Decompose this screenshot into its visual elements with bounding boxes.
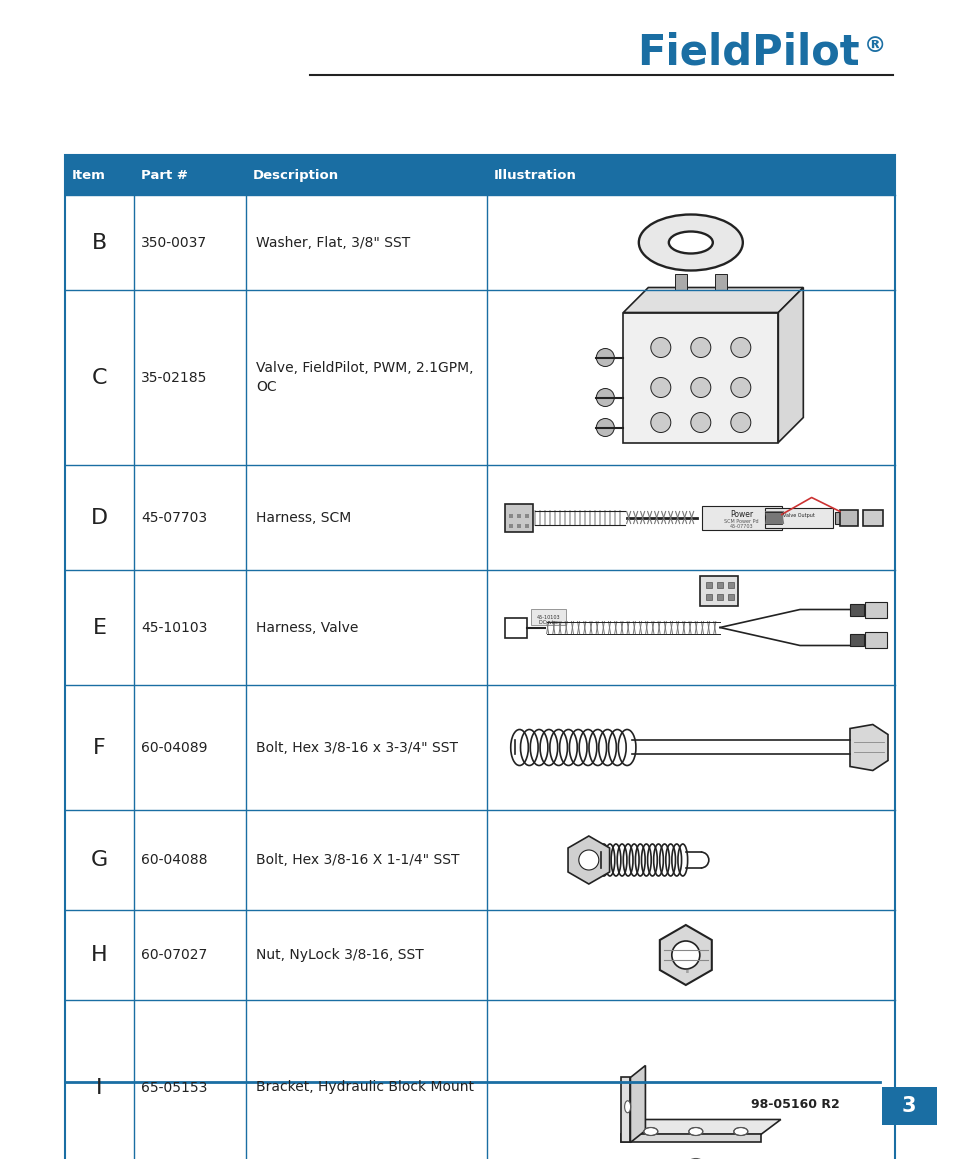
Text: 98-05160 R2: 98-05160 R2 — [750, 1099, 840, 1111]
Polygon shape — [630, 1065, 645, 1143]
Ellipse shape — [624, 1101, 630, 1113]
Polygon shape — [620, 1120, 780, 1135]
Text: DC wire: DC wire — [538, 620, 558, 625]
Polygon shape — [849, 724, 887, 771]
Bar — [849, 634, 863, 646]
Text: Washer, Flat, 3/8" SST: Washer, Flat, 3/8" SST — [255, 235, 410, 249]
Bar — [65, 155, 894, 195]
Text: Illustration: Illustration — [493, 168, 576, 182]
Text: D: D — [91, 508, 108, 527]
Text: Bracket, Hydraulic Block Mount: Bracket, Hydraulic Block Mount — [255, 1080, 474, 1094]
Text: 45-07703: 45-07703 — [729, 524, 753, 529]
Circle shape — [578, 850, 598, 870]
Bar — [508, 513, 512, 518]
Text: Valve, FieldPilot, PWM, 2.1GPM,
OC: Valve, FieldPilot, PWM, 2.1GPM, OC — [255, 360, 473, 394]
Bar — [504, 618, 526, 637]
Text: 60-04089: 60-04089 — [141, 741, 207, 755]
Circle shape — [671, 941, 700, 969]
Circle shape — [596, 388, 614, 407]
Text: 45-07703: 45-07703 — [141, 510, 207, 525]
Text: Harness, SCM: Harness, SCM — [255, 510, 351, 525]
Bar — [714, 274, 726, 290]
Circle shape — [730, 413, 750, 432]
Text: 45-10103: 45-10103 — [537, 615, 559, 620]
Bar — [700, 576, 738, 605]
Circle shape — [650, 337, 670, 357]
Bar — [882, 1087, 936, 1125]
Circle shape — [730, 378, 750, 398]
Bar — [849, 604, 863, 615]
Circle shape — [690, 413, 710, 432]
Text: Bolt, Hex 3/8-16 X 1-1/4" SST: Bolt, Hex 3/8-16 X 1-1/4" SST — [255, 853, 459, 867]
Bar — [727, 593, 733, 599]
Text: Valve Output: Valve Output — [782, 513, 814, 518]
Bar — [524, 524, 528, 527]
Text: Power: Power — [729, 510, 753, 519]
Bar — [840, 510, 857, 525]
Ellipse shape — [733, 1128, 747, 1136]
Circle shape — [730, 337, 750, 357]
Polygon shape — [620, 1078, 630, 1143]
Text: FieldPilot: FieldPilot — [637, 31, 859, 73]
Text: SCM Power Pd: SCM Power Pd — [723, 519, 759, 524]
Bar — [727, 582, 733, 588]
Circle shape — [596, 418, 614, 437]
Text: 60-07027: 60-07027 — [141, 948, 207, 962]
Text: Bolt, Hex 3/8-16 x 3-3/4" SST: Bolt, Hex 3/8-16 x 3-3/4" SST — [255, 741, 457, 755]
Text: Nut, NyLock 3/8-16, SST: Nut, NyLock 3/8-16, SST — [255, 948, 423, 962]
Text: II: II — [685, 968, 689, 974]
Text: F: F — [93, 737, 106, 758]
Polygon shape — [778, 287, 802, 443]
Ellipse shape — [643, 1128, 658, 1136]
Bar — [705, 593, 711, 599]
Text: Harness, Valve: Harness, Valve — [255, 620, 358, 634]
Circle shape — [650, 413, 670, 432]
Text: 65-05153: 65-05153 — [141, 1080, 207, 1094]
Circle shape — [690, 378, 710, 398]
Bar — [764, 508, 832, 527]
Text: Part #: Part # — [141, 168, 188, 182]
Bar — [65, 155, 894, 1159]
Bar — [504, 503, 532, 532]
Bar — [622, 313, 778, 443]
Text: 60-04088: 60-04088 — [141, 853, 207, 867]
Circle shape — [650, 378, 670, 398]
Polygon shape — [620, 1135, 760, 1143]
Text: 35-02185: 35-02185 — [141, 371, 207, 385]
Bar — [517, 524, 520, 527]
Polygon shape — [659, 925, 711, 985]
Bar — [508, 524, 512, 527]
Bar — [517, 513, 520, 518]
Circle shape — [690, 337, 710, 357]
Text: B: B — [91, 233, 107, 253]
Text: C: C — [91, 367, 107, 387]
Bar — [864, 602, 886, 618]
Bar — [864, 632, 886, 648]
Text: 3: 3 — [901, 1096, 915, 1116]
Bar — [834, 511, 848, 524]
Text: H: H — [91, 945, 108, 965]
Polygon shape — [622, 287, 802, 313]
Text: 45-10103: 45-10103 — [141, 620, 207, 634]
Text: Item: Item — [71, 168, 106, 182]
Bar — [674, 274, 686, 290]
Text: ®: ® — [863, 36, 885, 56]
Bar — [700, 505, 781, 530]
Ellipse shape — [639, 214, 742, 270]
Text: 350-0037: 350-0037 — [141, 235, 207, 249]
Ellipse shape — [668, 232, 712, 254]
Bar — [524, 513, 528, 518]
Polygon shape — [567, 836, 609, 884]
Text: I: I — [96, 1078, 103, 1098]
Text: G: G — [91, 850, 108, 870]
Bar — [705, 582, 711, 588]
Text: Description: Description — [253, 168, 338, 182]
Bar — [530, 608, 565, 625]
Circle shape — [596, 349, 614, 366]
Bar — [862, 510, 882, 525]
Ellipse shape — [688, 1128, 702, 1136]
Bar — [717, 593, 722, 599]
Text: E: E — [92, 618, 107, 637]
Bar — [717, 582, 722, 588]
